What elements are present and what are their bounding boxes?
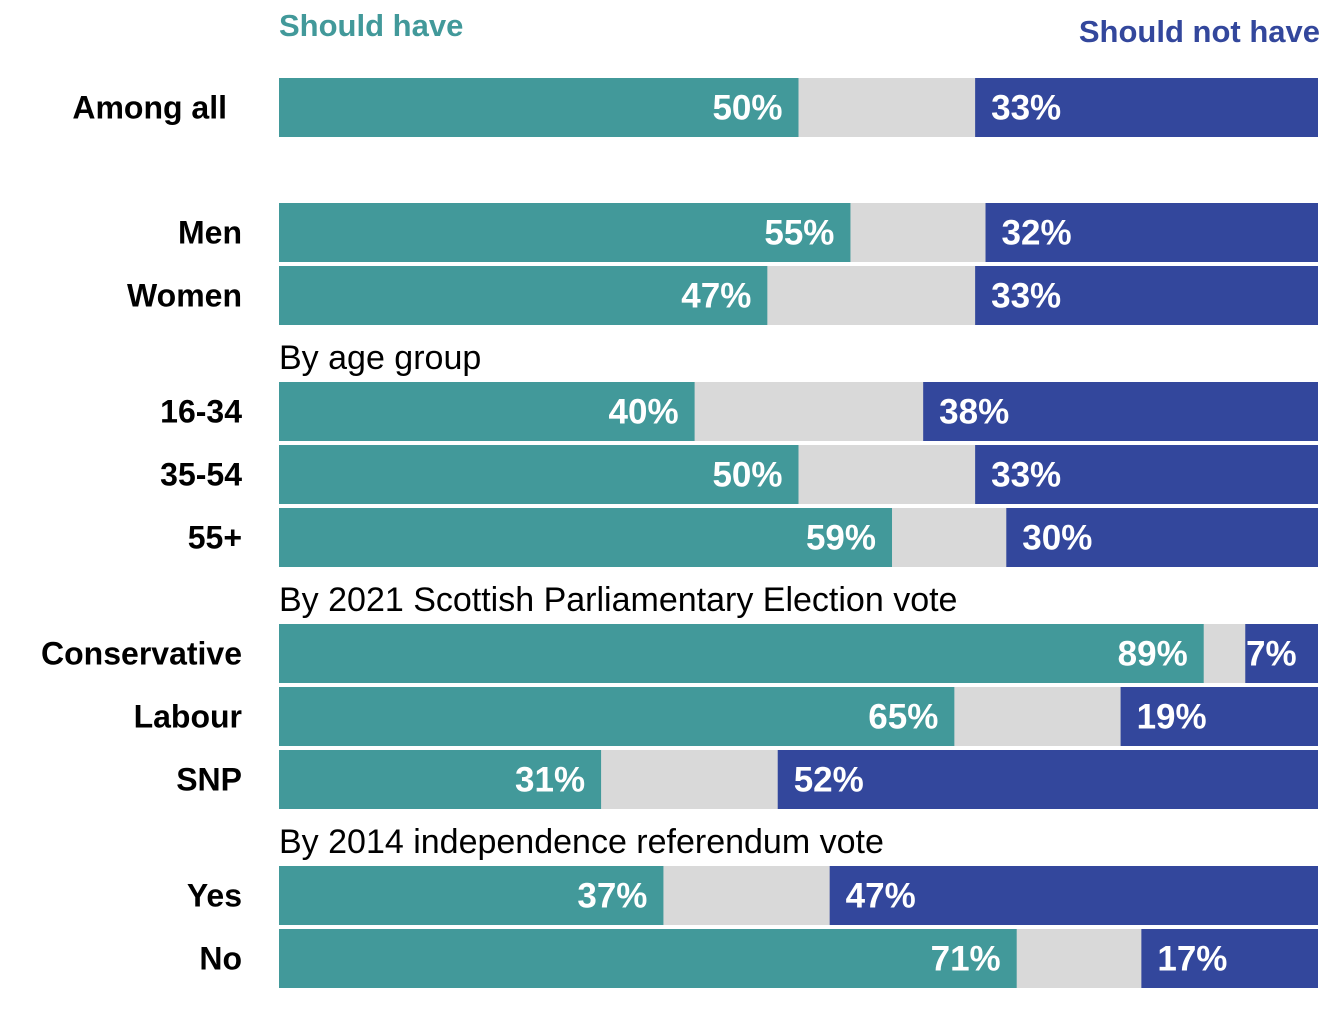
category-label: 16-34 xyxy=(160,394,242,430)
bar-should-not-have xyxy=(1120,687,1318,746)
bar-should-have xyxy=(279,382,695,441)
data-label-should-not-have: 30% xyxy=(1022,519,1092,558)
data-label-should-have: 37% xyxy=(577,877,647,916)
legend-should-have: Should have xyxy=(279,8,464,43)
bar-should-not-have xyxy=(1245,624,1318,683)
bar-should-not-have xyxy=(777,750,1318,809)
category-label: Among all xyxy=(72,90,227,126)
bar-should-have xyxy=(279,508,893,567)
bar-should-have xyxy=(279,78,799,137)
bar-should-have xyxy=(279,203,851,262)
bar-should-have xyxy=(279,266,768,325)
category-label: No xyxy=(199,941,242,977)
bar-should-not-have xyxy=(1006,508,1318,567)
category-label: Women xyxy=(127,278,242,314)
data-label-should-have: 55% xyxy=(764,214,834,253)
data-label-should-have: 50% xyxy=(712,456,782,495)
group-label: By age group xyxy=(279,339,481,377)
group-label: By 2021 Scottish Parliamentary Election … xyxy=(279,581,957,619)
data-label-should-not-have: 47% xyxy=(846,877,916,916)
data-label-should-not-have: 33% xyxy=(991,89,1061,128)
legend-should-not-have: Should not have xyxy=(1078,14,1320,49)
data-label-should-have: 31% xyxy=(515,761,585,800)
bar-should-have xyxy=(279,687,955,746)
bar-should-not-have xyxy=(923,382,1318,441)
category-label: Labour xyxy=(134,699,242,735)
data-label-should-not-have: 33% xyxy=(991,456,1061,495)
bar-should-not-have xyxy=(975,445,1318,504)
data-label-should-have: 50% xyxy=(712,89,782,128)
category-label: Conservative xyxy=(41,636,242,672)
bar-should-have xyxy=(279,624,1204,683)
bar-should-not-have xyxy=(975,266,1318,325)
category-label: 55+ xyxy=(188,520,242,556)
data-label-should-not-have: 38% xyxy=(939,393,1009,432)
data-label-should-have: 40% xyxy=(609,393,679,432)
group-label: By 2014 independence referendum vote xyxy=(279,823,884,861)
category-label: 35-54 xyxy=(160,457,242,493)
bar-should-have xyxy=(279,929,1017,988)
data-label-should-not-have: 17% xyxy=(1157,940,1227,979)
data-label-should-have: 47% xyxy=(681,277,751,316)
data-label-should-not-have: 7% xyxy=(1246,635,1297,674)
data-label-should-have: 65% xyxy=(868,698,938,737)
data-label-should-not-have: 52% xyxy=(794,761,864,800)
bar-should-have xyxy=(279,445,799,504)
data-label-should-not-have: 33% xyxy=(991,277,1061,316)
bar-should-not-have xyxy=(829,866,1318,925)
data-label-should-have: 71% xyxy=(931,940,1001,979)
category-label: Yes xyxy=(187,878,242,914)
bar-should-not-have xyxy=(975,78,1318,137)
category-label: SNP xyxy=(176,762,242,798)
bar-should-not-have xyxy=(985,203,1318,262)
data-label-should-not-have: 32% xyxy=(1002,214,1072,253)
data-label-should-have: 89% xyxy=(1118,635,1188,674)
data-label-should-not-have: 19% xyxy=(1137,698,1207,737)
bar-should-not-have xyxy=(1141,929,1318,988)
data-label-should-have: 59% xyxy=(806,519,876,558)
bar-should-have xyxy=(279,750,602,809)
category-label: Men xyxy=(178,215,242,251)
bar-should-have xyxy=(279,866,664,925)
